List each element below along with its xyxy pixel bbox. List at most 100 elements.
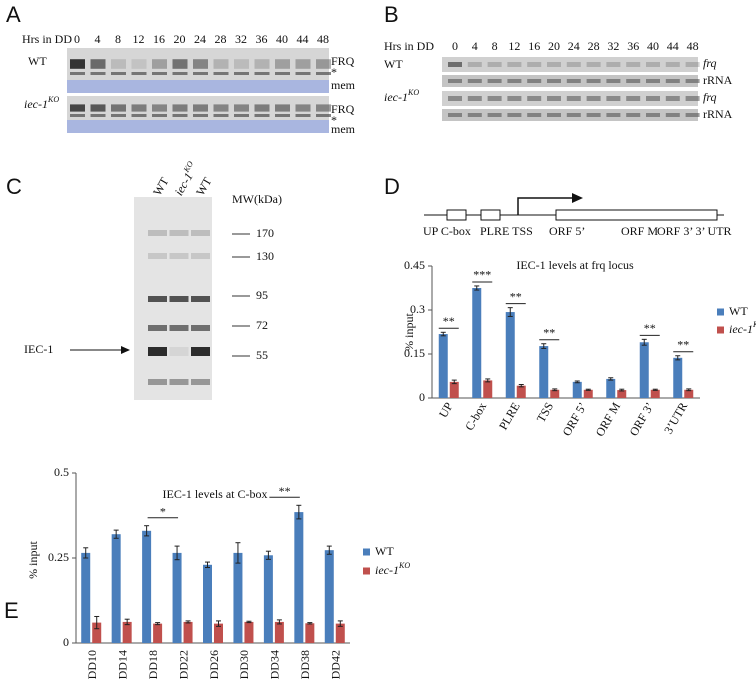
time-label: 4 bbox=[472, 39, 478, 53]
blot-band bbox=[487, 113, 502, 117]
blot-band bbox=[467, 62, 482, 67]
blot-band bbox=[685, 96, 700, 101]
diagram-label: ORF 5’ bbox=[549, 224, 585, 238]
time-label: 24 bbox=[194, 32, 206, 46]
bar bbox=[572, 381, 582, 398]
marker-label: 95 bbox=[256, 288, 268, 302]
bar bbox=[203, 564, 212, 643]
blot-band bbox=[213, 114, 229, 117]
time-label: 40 bbox=[276, 32, 288, 46]
y-tick-label: 0.15 bbox=[404, 346, 425, 360]
blot-band bbox=[131, 104, 147, 112]
time-label: 20 bbox=[174, 32, 186, 46]
blot-mark-label: frq bbox=[703, 56, 717, 70]
bar bbox=[153, 623, 163, 643]
blot-band bbox=[606, 96, 621, 101]
significance: ** bbox=[677, 338, 689, 352]
blot-band bbox=[275, 59, 290, 69]
blot-band bbox=[586, 62, 601, 67]
gene-box bbox=[555, 209, 718, 221]
blot-band bbox=[172, 114, 188, 117]
diagram-label: UP C-box bbox=[423, 224, 471, 238]
chart-title: IEC-1 levels at frq locus bbox=[516, 258, 634, 272]
time-label: 44 bbox=[667, 39, 679, 53]
blot-band bbox=[507, 79, 522, 83]
bar bbox=[684, 389, 694, 398]
bar bbox=[111, 534, 121, 643]
gel-band bbox=[191, 296, 210, 302]
blot-band bbox=[448, 79, 462, 83]
blot-mark-label: FRQ bbox=[331, 54, 355, 68]
y-tick-label: 0.3 bbox=[410, 302, 425, 316]
blot-band bbox=[487, 79, 502, 83]
blot-band bbox=[275, 72, 290, 75]
blot-band bbox=[626, 113, 641, 117]
blot-mark-label: frq bbox=[703, 90, 717, 104]
gel-band bbox=[148, 230, 167, 236]
time-label: 24 bbox=[568, 39, 580, 53]
time-label: 32 bbox=[607, 39, 619, 53]
blot-band bbox=[316, 114, 331, 117]
time-label: 16 bbox=[153, 32, 165, 46]
row-label-text: WT bbox=[28, 54, 47, 68]
membrane bbox=[67, 120, 329, 133]
blot-mark-label: mem bbox=[331, 78, 356, 92]
panel-letter: B bbox=[384, 2, 399, 27]
blot-band bbox=[685, 79, 700, 83]
gene-box bbox=[480, 209, 501, 221]
blot-band bbox=[131, 114, 147, 117]
blot-mark-label: rRNA bbox=[703, 73, 733, 87]
time-label: 44 bbox=[297, 32, 309, 46]
blot-band bbox=[487, 62, 502, 67]
time-label: 28 bbox=[588, 39, 600, 53]
blot-band bbox=[193, 104, 208, 112]
blot-band bbox=[295, 114, 311, 117]
blot-band bbox=[606, 62, 621, 67]
x-tick-label: DD10 bbox=[85, 650, 99, 679]
time-label: 20 bbox=[548, 39, 560, 53]
blot-band bbox=[626, 96, 641, 101]
significance: *** bbox=[473, 268, 491, 282]
blot-band bbox=[566, 113, 581, 117]
blot-band bbox=[586, 96, 601, 101]
blot-band bbox=[665, 113, 680, 117]
bar bbox=[650, 389, 660, 398]
bar bbox=[617, 390, 627, 398]
gel-band bbox=[169, 347, 189, 356]
row-label-sup: KO bbox=[47, 95, 59, 104]
x-tick-label: UP bbox=[436, 400, 456, 421]
blot-band bbox=[586, 79, 601, 83]
blot-band bbox=[547, 62, 561, 67]
blot-band bbox=[547, 96, 561, 101]
bar bbox=[516, 385, 526, 398]
blot-band bbox=[70, 72, 85, 75]
blot-band bbox=[111, 59, 126, 69]
bar bbox=[438, 334, 448, 398]
tss-arrow bbox=[517, 197, 575, 215]
significance: ** bbox=[543, 325, 555, 339]
blot-band bbox=[448, 62, 462, 67]
gel-band bbox=[148, 379, 167, 385]
y-axis-label: % input bbox=[402, 313, 416, 351]
blot-band bbox=[90, 114, 106, 117]
time-label: 28 bbox=[215, 32, 227, 46]
blot-band bbox=[566, 62, 581, 67]
blot-band bbox=[152, 114, 167, 117]
blot-band bbox=[172, 104, 188, 112]
marker-label: 170 bbox=[256, 226, 274, 240]
blot-mark-label: rRNA bbox=[703, 107, 733, 121]
legend-label-text: iec-1 bbox=[729, 322, 753, 336]
legend-label: iec-1KO bbox=[729, 320, 756, 336]
time-label: 16 bbox=[528, 39, 540, 53]
diagram-label: ORF 3’ 3’ UTR bbox=[657, 224, 732, 238]
blot-band bbox=[193, 59, 208, 69]
bar bbox=[639, 342, 649, 398]
time-label: 40 bbox=[647, 39, 659, 53]
blot-band bbox=[234, 104, 249, 112]
blot-band bbox=[646, 113, 660, 117]
blot-band bbox=[507, 96, 522, 101]
time-label: 48 bbox=[317, 32, 329, 46]
bar bbox=[449, 381, 459, 398]
bar bbox=[673, 357, 683, 398]
row-label: WT bbox=[384, 57, 403, 71]
